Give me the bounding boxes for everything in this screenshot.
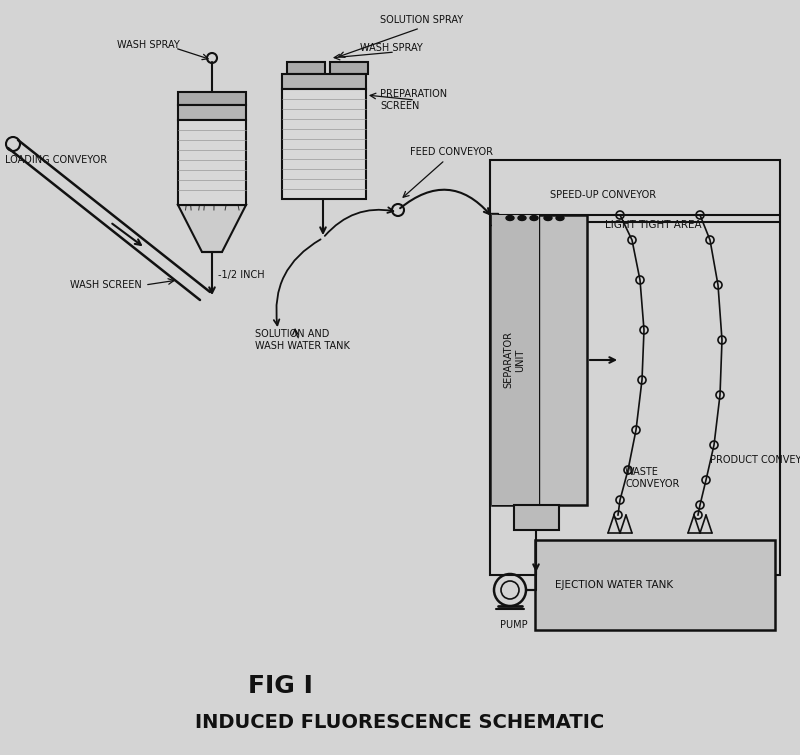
Bar bbox=[282, 74, 366, 89]
Bar bbox=[514, 505, 559, 530]
Polygon shape bbox=[178, 205, 246, 252]
Text: LIGHT TIGHT AREA: LIGHT TIGHT AREA bbox=[605, 220, 702, 230]
Bar bbox=[178, 105, 246, 120]
Text: INDUCED FLUORESCENCE SCHEMATIC: INDUCED FLUORESCENCE SCHEMATIC bbox=[195, 713, 605, 732]
Bar bbox=[178, 120, 246, 205]
Bar bbox=[490, 213, 498, 225]
Ellipse shape bbox=[530, 215, 538, 220]
Bar bbox=[535, 540, 775, 630]
Text: WASH SPRAY: WASH SPRAY bbox=[360, 43, 422, 53]
Text: SPEED-UP CONVEYOR: SPEED-UP CONVEYOR bbox=[550, 190, 656, 200]
Text: FIG I: FIG I bbox=[247, 674, 313, 698]
Text: SEPARATOR
UNIT: SEPARATOR UNIT bbox=[503, 331, 525, 389]
Bar bbox=[330, 62, 368, 74]
Text: WASTE
CONVEYOR: WASTE CONVEYOR bbox=[625, 467, 679, 488]
Ellipse shape bbox=[506, 215, 514, 220]
Text: LOADING CONVEYOR: LOADING CONVEYOR bbox=[5, 155, 107, 165]
Text: PRODUCT CONVEYOR: PRODUCT CONVEYOR bbox=[710, 455, 800, 465]
Bar bbox=[492, 215, 587, 505]
Bar bbox=[178, 92, 246, 105]
Bar bbox=[282, 89, 366, 199]
Ellipse shape bbox=[518, 215, 526, 220]
Text: FEED CONVEYOR: FEED CONVEYOR bbox=[410, 147, 493, 157]
Ellipse shape bbox=[556, 215, 564, 220]
Text: -1/2 INCH: -1/2 INCH bbox=[218, 270, 265, 280]
Text: PUMP: PUMP bbox=[500, 620, 528, 630]
Text: SOLUTION SPRAY: SOLUTION SPRAY bbox=[380, 15, 463, 25]
Text: EJECTION WATER TANK: EJECTION WATER TANK bbox=[555, 580, 673, 590]
Text: WASH SPRAY: WASH SPRAY bbox=[117, 40, 180, 50]
Bar bbox=[490, 160, 780, 575]
Text: SOLUTION AND
WASH WATER TANK: SOLUTION AND WASH WATER TANK bbox=[255, 329, 350, 351]
Text: PREPARATION
SCREEN: PREPARATION SCREEN bbox=[380, 89, 447, 111]
Text: WASH SCREEN: WASH SCREEN bbox=[70, 280, 142, 290]
Bar bbox=[492, 215, 539, 505]
Bar bbox=[287, 62, 325, 74]
Ellipse shape bbox=[544, 215, 552, 220]
